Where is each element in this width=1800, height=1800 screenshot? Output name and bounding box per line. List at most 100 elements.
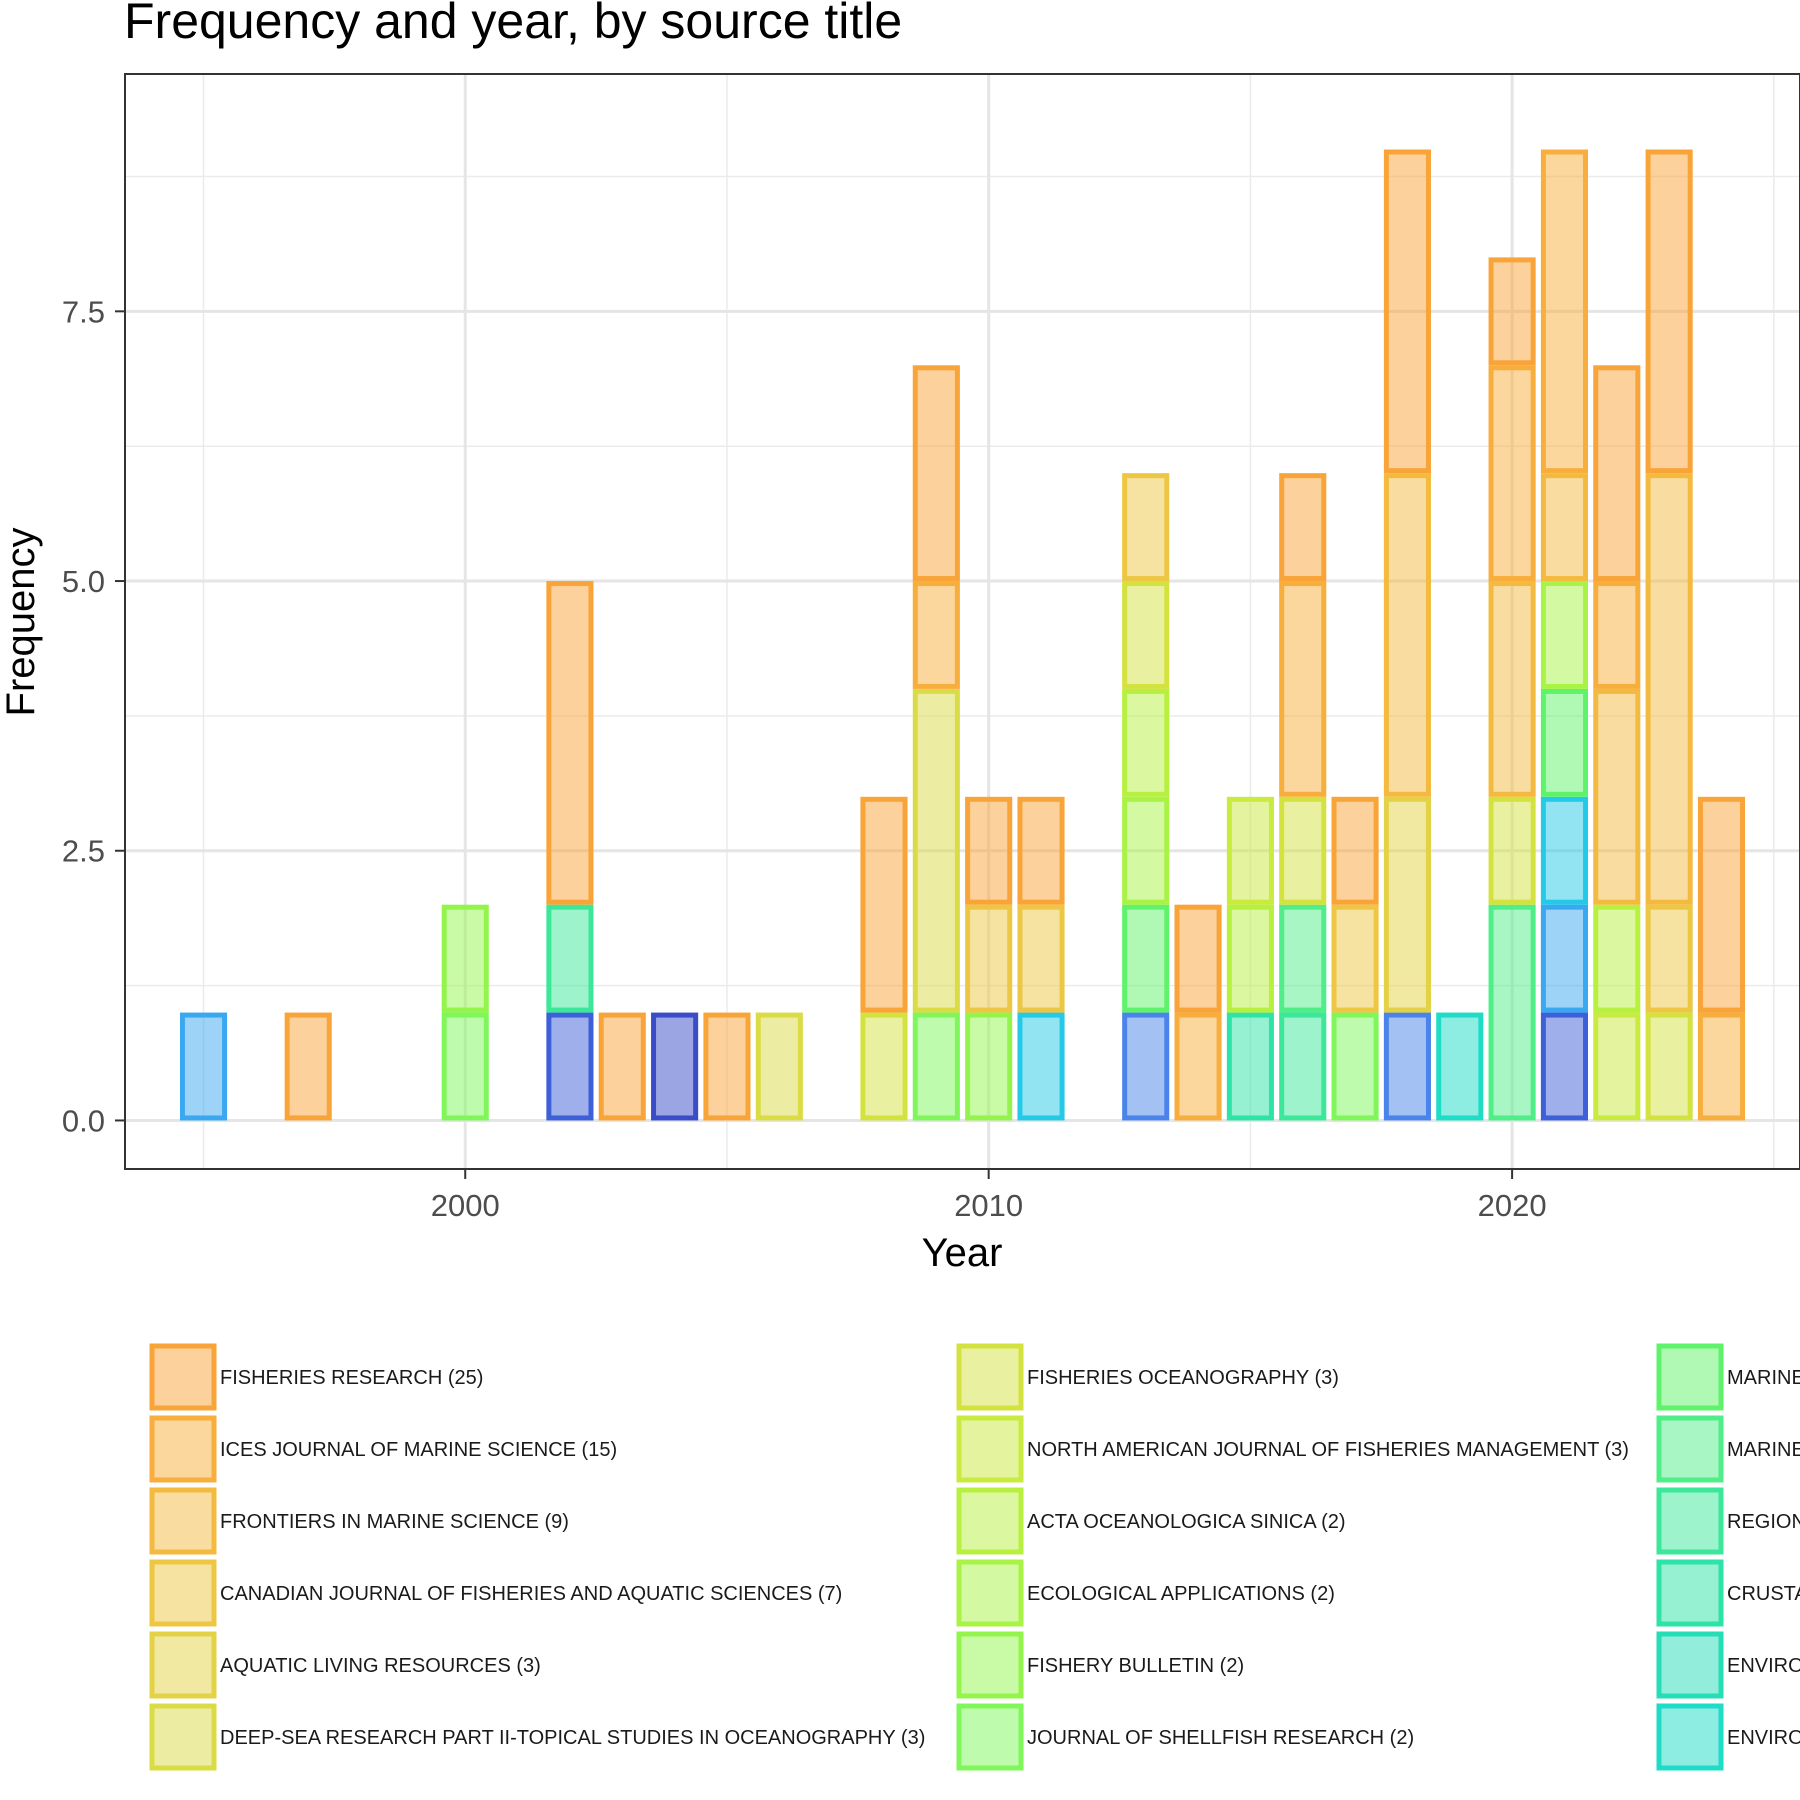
bars-layer (179, 149, 1746, 1121)
legend-key (149, 1703, 217, 1771)
legend-label: FISHERIES OCEANOGRAPHY (3) (1027, 1367, 1339, 1389)
legend-label: ICES JOURNAL OF MARINE SCIENCE (15) (220, 1439, 617, 1461)
plot-border (124, 73, 1800, 1170)
bar-segment (1540, 149, 1589, 474)
legend-key (1656, 1487, 1724, 1555)
bar-segment (1383, 796, 1431, 1013)
bar-segment (1174, 904, 1222, 1013)
bar-segment (965, 796, 1013, 905)
bar-segment (1331, 904, 1379, 1013)
legend-label: ACTA OCEANOLOGICA SINICA (2) (1027, 1511, 1346, 1533)
bar-segment (703, 1012, 751, 1121)
x-tick-label: 2000 (431, 1188, 500, 1223)
y-tick-label: 7.5 (62, 294, 105, 329)
bar-segment (1017, 1012, 1065, 1121)
legend-key (1656, 1559, 1724, 1627)
legend-key (956, 1631, 1024, 1699)
bar-segment (1279, 904, 1327, 1013)
legend-label: JOURNAL OF SHELLFISH RESEARCH (2) (1027, 1727, 1414, 1749)
y-tick-label: 0.0 (62, 1103, 105, 1138)
bar-segment (912, 365, 960, 582)
legend-key (956, 1703, 1024, 1771)
bar-segment (1279, 473, 1327, 582)
legend-label: REGION (1727, 1511, 1800, 1533)
bar-segment (1226, 796, 1274, 905)
y-tick-label: 5.0 (62, 564, 105, 599)
legend-label: AQUATIC LIVING RESOURCES (3) (220, 1655, 541, 1677)
bar-segment (1593, 688, 1641, 905)
chart-title: Frequency and year, by source title (124, 0, 902, 49)
legend-label: ECOLOGICAL APPLICATIONS (2) (1027, 1583, 1335, 1605)
axis-layer: 2000 2010 2020 0.0 2.5 5.0 7.5 (62, 294, 1547, 1223)
x-tick-label: 2020 (1478, 1188, 1547, 1223)
bar-segment (1122, 796, 1170, 905)
legend-key (149, 1415, 217, 1483)
legend-label: CANADIAN JOURNAL OF FISHERIES AND AQUATI… (220, 1583, 842, 1605)
x-axis-title: Year (922, 1231, 1003, 1275)
bar-segment (860, 1012, 908, 1121)
bar-segment (1331, 1012, 1379, 1121)
bar-segment (441, 904, 489, 1013)
bar-segment (1436, 1012, 1484, 1121)
y-axis-title: Frequency (0, 528, 43, 717)
bar-segment (1488, 581, 1536, 797)
bar-segment (1383, 473, 1431, 797)
bar-segment (1122, 688, 1170, 797)
legend-key (149, 1343, 217, 1411)
legend-key (149, 1559, 217, 1627)
bar-segment (965, 1012, 1013, 1121)
bar-segment (1488, 257, 1536, 366)
bar-segment (1122, 1012, 1170, 1121)
bar-segment (1279, 1012, 1327, 1121)
bar-segment (1279, 796, 1327, 905)
bar-segment (1488, 796, 1536, 905)
legend-key (1656, 1703, 1724, 1771)
bar-segment (1122, 581, 1170, 689)
bar-segment (1226, 904, 1274, 1013)
bar-segment (1593, 581, 1641, 689)
bar-segment (284, 1012, 332, 1121)
bar-segment (1017, 904, 1065, 1013)
bar-segment (1540, 688, 1589, 797)
bar-segment (1697, 1012, 1746, 1121)
bar-segment (965, 904, 1013, 1013)
legend-key (956, 1415, 1024, 1483)
y-tick-label: 2.5 (62, 834, 105, 869)
legend-label: MARINE (1727, 1439, 1800, 1461)
bar-segment (912, 688, 960, 1013)
legend-key (956, 1343, 1024, 1411)
legend-label: FISHERY BULLETIN (2) (1027, 1655, 1244, 1677)
bar-segment (1645, 904, 1693, 1013)
bar-segment (179, 1012, 228, 1121)
bar-segment (1540, 1012, 1589, 1121)
bar-segment (1540, 473, 1589, 582)
legend-key (956, 1487, 1024, 1555)
bar-segment (860, 796, 908, 1013)
bar-segment (1697, 796, 1746, 1013)
bar-segment (546, 1012, 594, 1121)
legend: FISHERIES RESEARCH (25) ICES JOURNAL OF M… (149, 1343, 1800, 1771)
bar-segment (1226, 1012, 1274, 1121)
bar-segment (755, 1012, 803, 1121)
bar-segment (1540, 796, 1589, 905)
bar-segment (546, 904, 594, 1013)
bar-segment (441, 1012, 489, 1121)
legend-key (149, 1487, 217, 1555)
bar-segment (1645, 1012, 1693, 1121)
bar-segment (912, 581, 960, 689)
bar-segment (1017, 796, 1065, 905)
legend-key (1656, 1631, 1724, 1699)
legend-label: FISHERIES RESEARCH (25) (220, 1367, 483, 1389)
bar-segment (546, 581, 594, 905)
bar-segment (1488, 365, 1536, 582)
legend-label: ENVIRO (1727, 1655, 1800, 1677)
legend-label: FRONTIERS IN MARINE SCIENCE (9) (220, 1511, 569, 1533)
bar-segment (1593, 365, 1641, 582)
bar-segment (651, 1012, 699, 1121)
bar-segment (1540, 904, 1589, 1013)
legend-key (149, 1631, 217, 1699)
bar-segment (912, 1012, 960, 1121)
legend-key (956, 1559, 1024, 1627)
bar-segment (1488, 904, 1536, 1121)
